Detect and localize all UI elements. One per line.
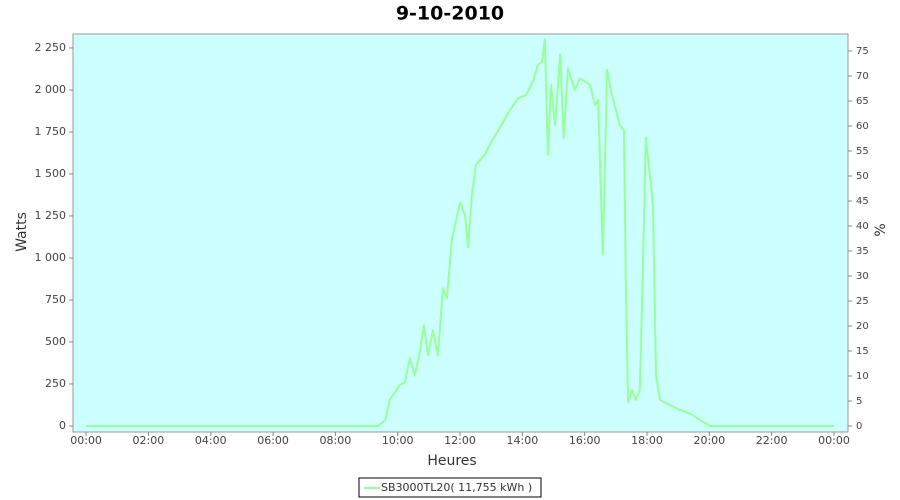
y2-tick-label: 65 xyxy=(856,96,869,107)
y2-axis-title: % xyxy=(873,223,889,236)
x-tick-label: 04:00 xyxy=(195,434,227,447)
data-line xyxy=(86,38,834,427)
y2-tick-label: 5 xyxy=(856,396,862,407)
y2-tick-label: 30 xyxy=(856,271,869,282)
chart-title: 9-10-2010 xyxy=(396,3,504,25)
y-tick-label: 1 000 xyxy=(35,251,67,264)
x-tick-label: 12:00 xyxy=(444,434,476,447)
legend-label: SB3000TL20( 11,755 kWh ) xyxy=(381,481,532,494)
y-tick-label: 250 xyxy=(45,377,66,390)
y2-tick-label: 20 xyxy=(856,321,869,332)
y-tick-label: 1 250 xyxy=(35,209,67,222)
y2-tick-label: 40 xyxy=(856,221,869,232)
x-axis-title: Heures xyxy=(427,453,476,469)
x-tick-label: 08:00 xyxy=(320,434,352,447)
x-tick-label: 14:00 xyxy=(507,434,539,447)
y-tick-label: 1 750 xyxy=(35,125,67,138)
x-tick-label: 18:00 xyxy=(631,434,663,447)
y2-tick-label: 50 xyxy=(856,171,869,182)
x-tick-label: 22:00 xyxy=(756,434,788,447)
y-tick-label: 2 000 xyxy=(35,83,67,96)
x-tick-label: 16:00 xyxy=(569,434,601,447)
x-tick-label: 06:00 xyxy=(257,434,289,447)
y-axis-title: Watts xyxy=(14,212,30,252)
y2-tick-label: 75 xyxy=(856,46,869,57)
y2-tick-label: 35 xyxy=(856,246,869,257)
y2-tick-label: 15 xyxy=(856,346,869,357)
x-tick-label: 00:00 xyxy=(70,434,102,447)
y2-tick-label: 10 xyxy=(856,371,869,382)
y2-tick-label: 45 xyxy=(856,196,869,207)
y-tick-label: 2 250 xyxy=(35,41,67,54)
y2-tick-label: 70 xyxy=(856,71,869,82)
y2-tick-label: 0 xyxy=(856,421,862,432)
y-tick-label: 500 xyxy=(45,335,66,348)
y2-tick-label: 60 xyxy=(856,121,869,132)
legend-box xyxy=(358,477,542,498)
x-tick-label: 20:00 xyxy=(693,434,725,447)
y2-tick-label: 25 xyxy=(856,296,869,307)
plot-area xyxy=(72,33,849,433)
y-tick-label: 1 500 xyxy=(35,167,67,180)
x-tick-label: 02:00 xyxy=(133,434,165,447)
y2-tick-label: 55 xyxy=(856,146,869,157)
x-tick-label: 10:00 xyxy=(382,434,414,447)
x-tick-label: 00:00 xyxy=(818,434,850,447)
y-tick-label: 0 xyxy=(59,419,66,432)
y-tick-label: 750 xyxy=(45,293,66,306)
